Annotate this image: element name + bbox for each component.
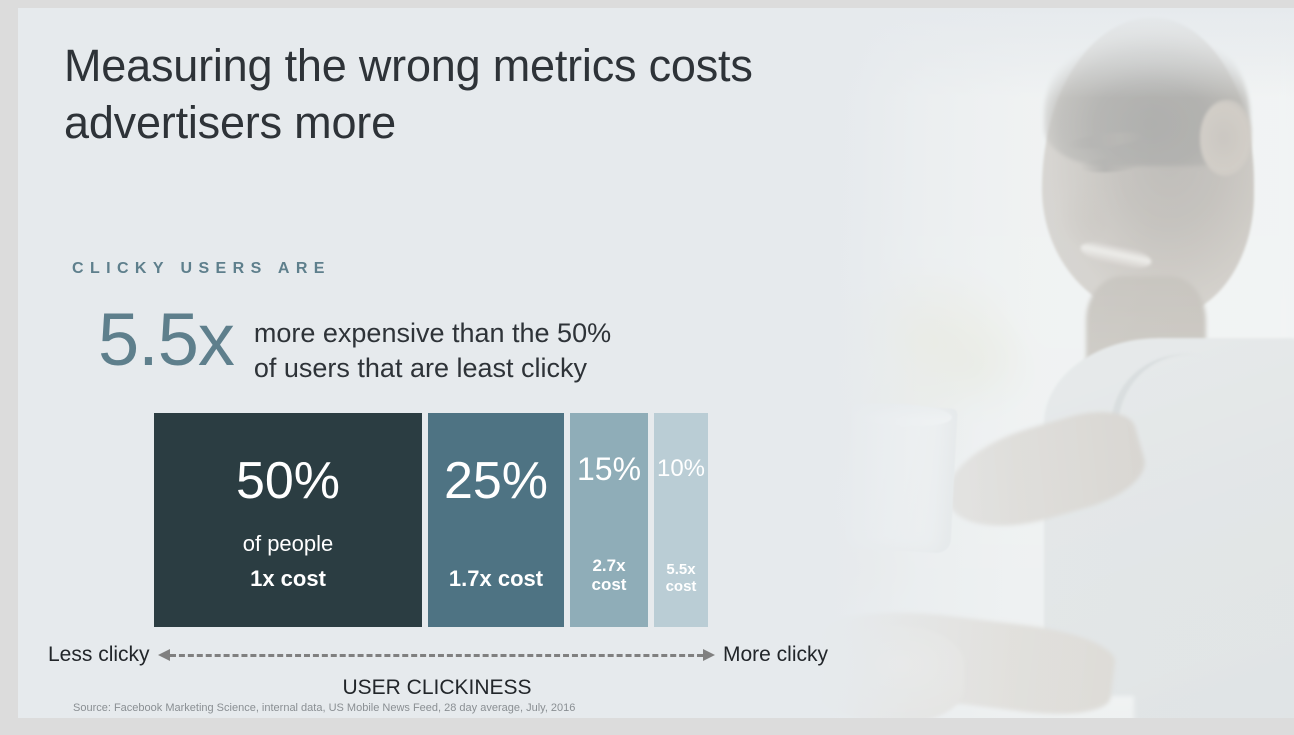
bar-cost-label: 5.5x cost [665, 560, 697, 595]
bar-percent-label: 25% [443, 452, 549, 510]
eyebrow-label: CLICKY USERS ARE [72, 260, 331, 277]
bar-segment: 50% of people 1x cost [154, 413, 422, 627]
photo-left-fade [794, 8, 1294, 718]
page-title: Measuring the wrong metrics costs advert… [64, 40, 753, 148]
stat-description: more expensive than the 50% of users tha… [253, 318, 612, 383]
axis-label-right: More clicky [722, 643, 828, 666]
bar-percent-label: 10% [656, 455, 706, 482]
bar-percent-label: 15% [576, 451, 642, 487]
bar-cost-label: 1x cost [250, 565, 326, 591]
axis-title: USER CLICKINESS [342, 676, 532, 699]
bar-percent-label: 50% [235, 452, 341, 510]
source-note: Source: Facebook Marketing Science, inte… [73, 702, 576, 714]
bar-segment: 10% 5.5x cost [654, 413, 708, 627]
bar-cost-label: 1.7x cost [448, 565, 544, 591]
slide-canvas: Measuring the wrong metrics costs advert… [18, 8, 1294, 718]
stat-callout: 5.5x more expensive than the 50% of user… [98, 298, 612, 385]
axis-label-left: Less clicky [48, 643, 150, 666]
axis-dashed-line [169, 654, 703, 657]
arrow-right-icon [702, 649, 715, 661]
bar-segment: 25% 1.7x cost [428, 413, 564, 627]
axis-arrow [157, 648, 715, 662]
arrow-left-icon [157, 649, 170, 661]
axis-arrow-row: Less clicky More clicky [48, 640, 828, 670]
clickiness-bar-chart: 50% of people 1x cost 25% 1.7x cost 15% 2.7x c… [154, 413, 708, 627]
stat-value: 5.5x [98, 298, 235, 381]
hero-photo [794, 8, 1294, 718]
bar-cost-label: 2.7x cost [591, 555, 627, 595]
bar-subtitle-label: of people [242, 531, 334, 556]
bar-segment: 15% 2.7x cost [570, 413, 648, 627]
